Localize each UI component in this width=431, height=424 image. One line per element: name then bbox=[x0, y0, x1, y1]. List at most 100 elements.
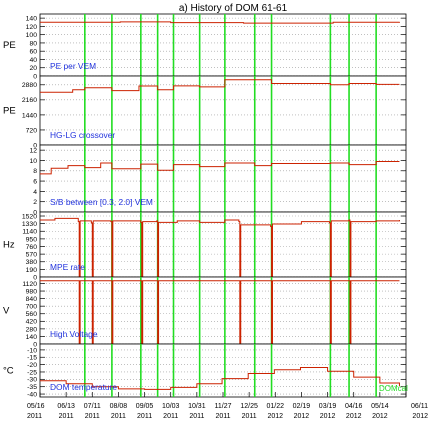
x-tick-date: 11/27 bbox=[215, 403, 232, 410]
y-tick-label: -10 bbox=[27, 347, 37, 354]
y-tick-label: 760 bbox=[26, 244, 38, 251]
y-tick-label: 0 bbox=[33, 73, 37, 80]
y-tick-label: 2 bbox=[33, 199, 37, 206]
y-tick-label: 700 bbox=[26, 304, 38, 311]
y-axis-label: Hz bbox=[3, 240, 15, 251]
panel-frame bbox=[39, 144, 407, 213]
panel-series-line bbox=[40, 367, 400, 390]
y-tick-label: 560 bbox=[26, 311, 38, 318]
y-tick-label: 100 bbox=[26, 32, 38, 39]
panel-frame bbox=[39, 13, 407, 77]
domcal-annotation: DOMcal bbox=[379, 384, 408, 393]
panel-series-line bbox=[40, 160, 400, 175]
y-tick-label: 0 bbox=[33, 341, 37, 348]
x-tick-date: 09/05 bbox=[136, 403, 154, 410]
x-tick-date: 05/14 bbox=[371, 403, 389, 410]
x-tick-date: 03/19 bbox=[319, 403, 337, 410]
y-tick-label: 980 bbox=[26, 288, 38, 295]
x-tick-date: 06/11 bbox=[411, 403, 428, 410]
y-tick-label: 6 bbox=[33, 178, 37, 185]
panel-6: -40-35-30-25-20-15-10 DOM temperature °C DO… bbox=[3, 343, 408, 398]
y-axis-label: PE bbox=[3, 106, 16, 117]
x-tick-date: 06/13 bbox=[57, 403, 75, 410]
x-tick-year: 2011 bbox=[242, 413, 257, 420]
panel-label: DOM temperature bbox=[50, 382, 117, 392]
x-tick-date: 01/22 bbox=[267, 403, 285, 410]
panel-label: MPE rate bbox=[50, 262, 85, 272]
y-axis-label: V bbox=[3, 306, 10, 317]
y-tick-label: 140 bbox=[26, 16, 38, 23]
x-tick-year: 2011 bbox=[111, 413, 126, 420]
x-tick-date: 12/25 bbox=[240, 403, 258, 410]
x-tick-year: 2011 bbox=[59, 413, 74, 420]
y-tick-label: 80 bbox=[29, 40, 37, 47]
y-axis-label: PE bbox=[3, 40, 16, 51]
panel-label: S/B between [0.3, 2.0] VEM bbox=[50, 197, 153, 207]
x-tick-date: 05/16 bbox=[27, 403, 45, 410]
x-tick-date: 07/11 bbox=[84, 403, 101, 410]
y-tick-label: -35 bbox=[27, 384, 37, 391]
y-tick-label: 190 bbox=[26, 267, 38, 274]
y-tick-label: -20 bbox=[27, 362, 37, 369]
panel-label: High Voltage bbox=[50, 329, 98, 339]
y-tick-label: 1520 bbox=[22, 213, 37, 220]
x-tick-date: 10/03 bbox=[162, 403, 180, 410]
y-tick-label: 8 bbox=[33, 168, 37, 175]
x-tick-year: 2012 bbox=[372, 413, 388, 420]
x-tick-year: 2011 bbox=[163, 413, 178, 420]
panel-series-line bbox=[40, 21, 400, 24]
y-tick-label: 1440 bbox=[22, 112, 37, 119]
x-tick-year: 2012 bbox=[320, 413, 336, 420]
y-tick-label: 4 bbox=[33, 189, 37, 196]
y-tick-label: 1120 bbox=[22, 281, 37, 288]
x-tick-date: 02/19 bbox=[293, 403, 311, 410]
x-tick-year: 2011 bbox=[189, 413, 204, 420]
y-tick-label: -15 bbox=[27, 355, 37, 362]
y-tick-label: 0 bbox=[33, 142, 37, 149]
y-tick-label: 10 bbox=[29, 158, 37, 165]
x-tick-date: 08/08 bbox=[110, 403, 128, 410]
y-tick-label: 0 bbox=[33, 274, 37, 281]
y-tick-label: 12 bbox=[29, 148, 37, 155]
y-tick-label: 840 bbox=[26, 296, 38, 303]
panel-frame bbox=[39, 276, 407, 345]
chart-title: a) History of DOM 61-61 bbox=[179, 3, 288, 14]
y-tick-label: 950 bbox=[26, 236, 38, 243]
y-tick-label: 570 bbox=[26, 252, 38, 259]
x-tick-year: 2011 bbox=[27, 413, 42, 420]
y-tick-label: -40 bbox=[27, 391, 37, 398]
y-tick-label: 60 bbox=[29, 49, 37, 56]
panel-series-line bbox=[40, 79, 400, 93]
x-tick-year: 2012 bbox=[412, 413, 428, 420]
x-tick-date: 10/31 bbox=[188, 403, 206, 410]
y-tick-label: 0 bbox=[33, 209, 37, 216]
y-tick-label: 2160 bbox=[22, 97, 37, 104]
x-tick-year: 2011 bbox=[85, 413, 100, 420]
y-tick-label: -30 bbox=[27, 377, 37, 384]
y-tick-label: 1330 bbox=[22, 221, 37, 228]
y-tick-label: 120 bbox=[26, 24, 38, 31]
panel-2: 0 720 1440 2160 2880 HG-LG crossover PE bbox=[3, 75, 407, 149]
panel-label: PE per VEM bbox=[50, 61, 96, 71]
x-tick-date: 04/16 bbox=[345, 403, 363, 410]
y-tick-label: 40 bbox=[29, 57, 37, 64]
x-tick-year: 2011 bbox=[215, 413, 230, 420]
y-tick-label: -25 bbox=[27, 369, 37, 376]
x-tick-year: 2012 bbox=[346, 413, 362, 420]
y-tick-label: 20 bbox=[29, 65, 37, 72]
panel-3: 0 2 4 6 8 10 12 S/B between [0.3, 2.0] VEM bbox=[29, 144, 407, 216]
x-tick-year: 2012 bbox=[267, 413, 283, 420]
panel-label: HG-LG crossover bbox=[50, 130, 115, 140]
y-tick-label: 280 bbox=[26, 326, 38, 333]
y-tick-label: 2880 bbox=[22, 82, 37, 89]
y-tick-label: 420 bbox=[26, 319, 38, 326]
y-axis-label: °C bbox=[3, 366, 14, 377]
y-tick-label: 140 bbox=[26, 334, 38, 341]
panel-frame bbox=[39, 343, 407, 398]
x-tick-year: 2011 bbox=[137, 413, 152, 420]
y-tick-label: 380 bbox=[26, 259, 38, 266]
